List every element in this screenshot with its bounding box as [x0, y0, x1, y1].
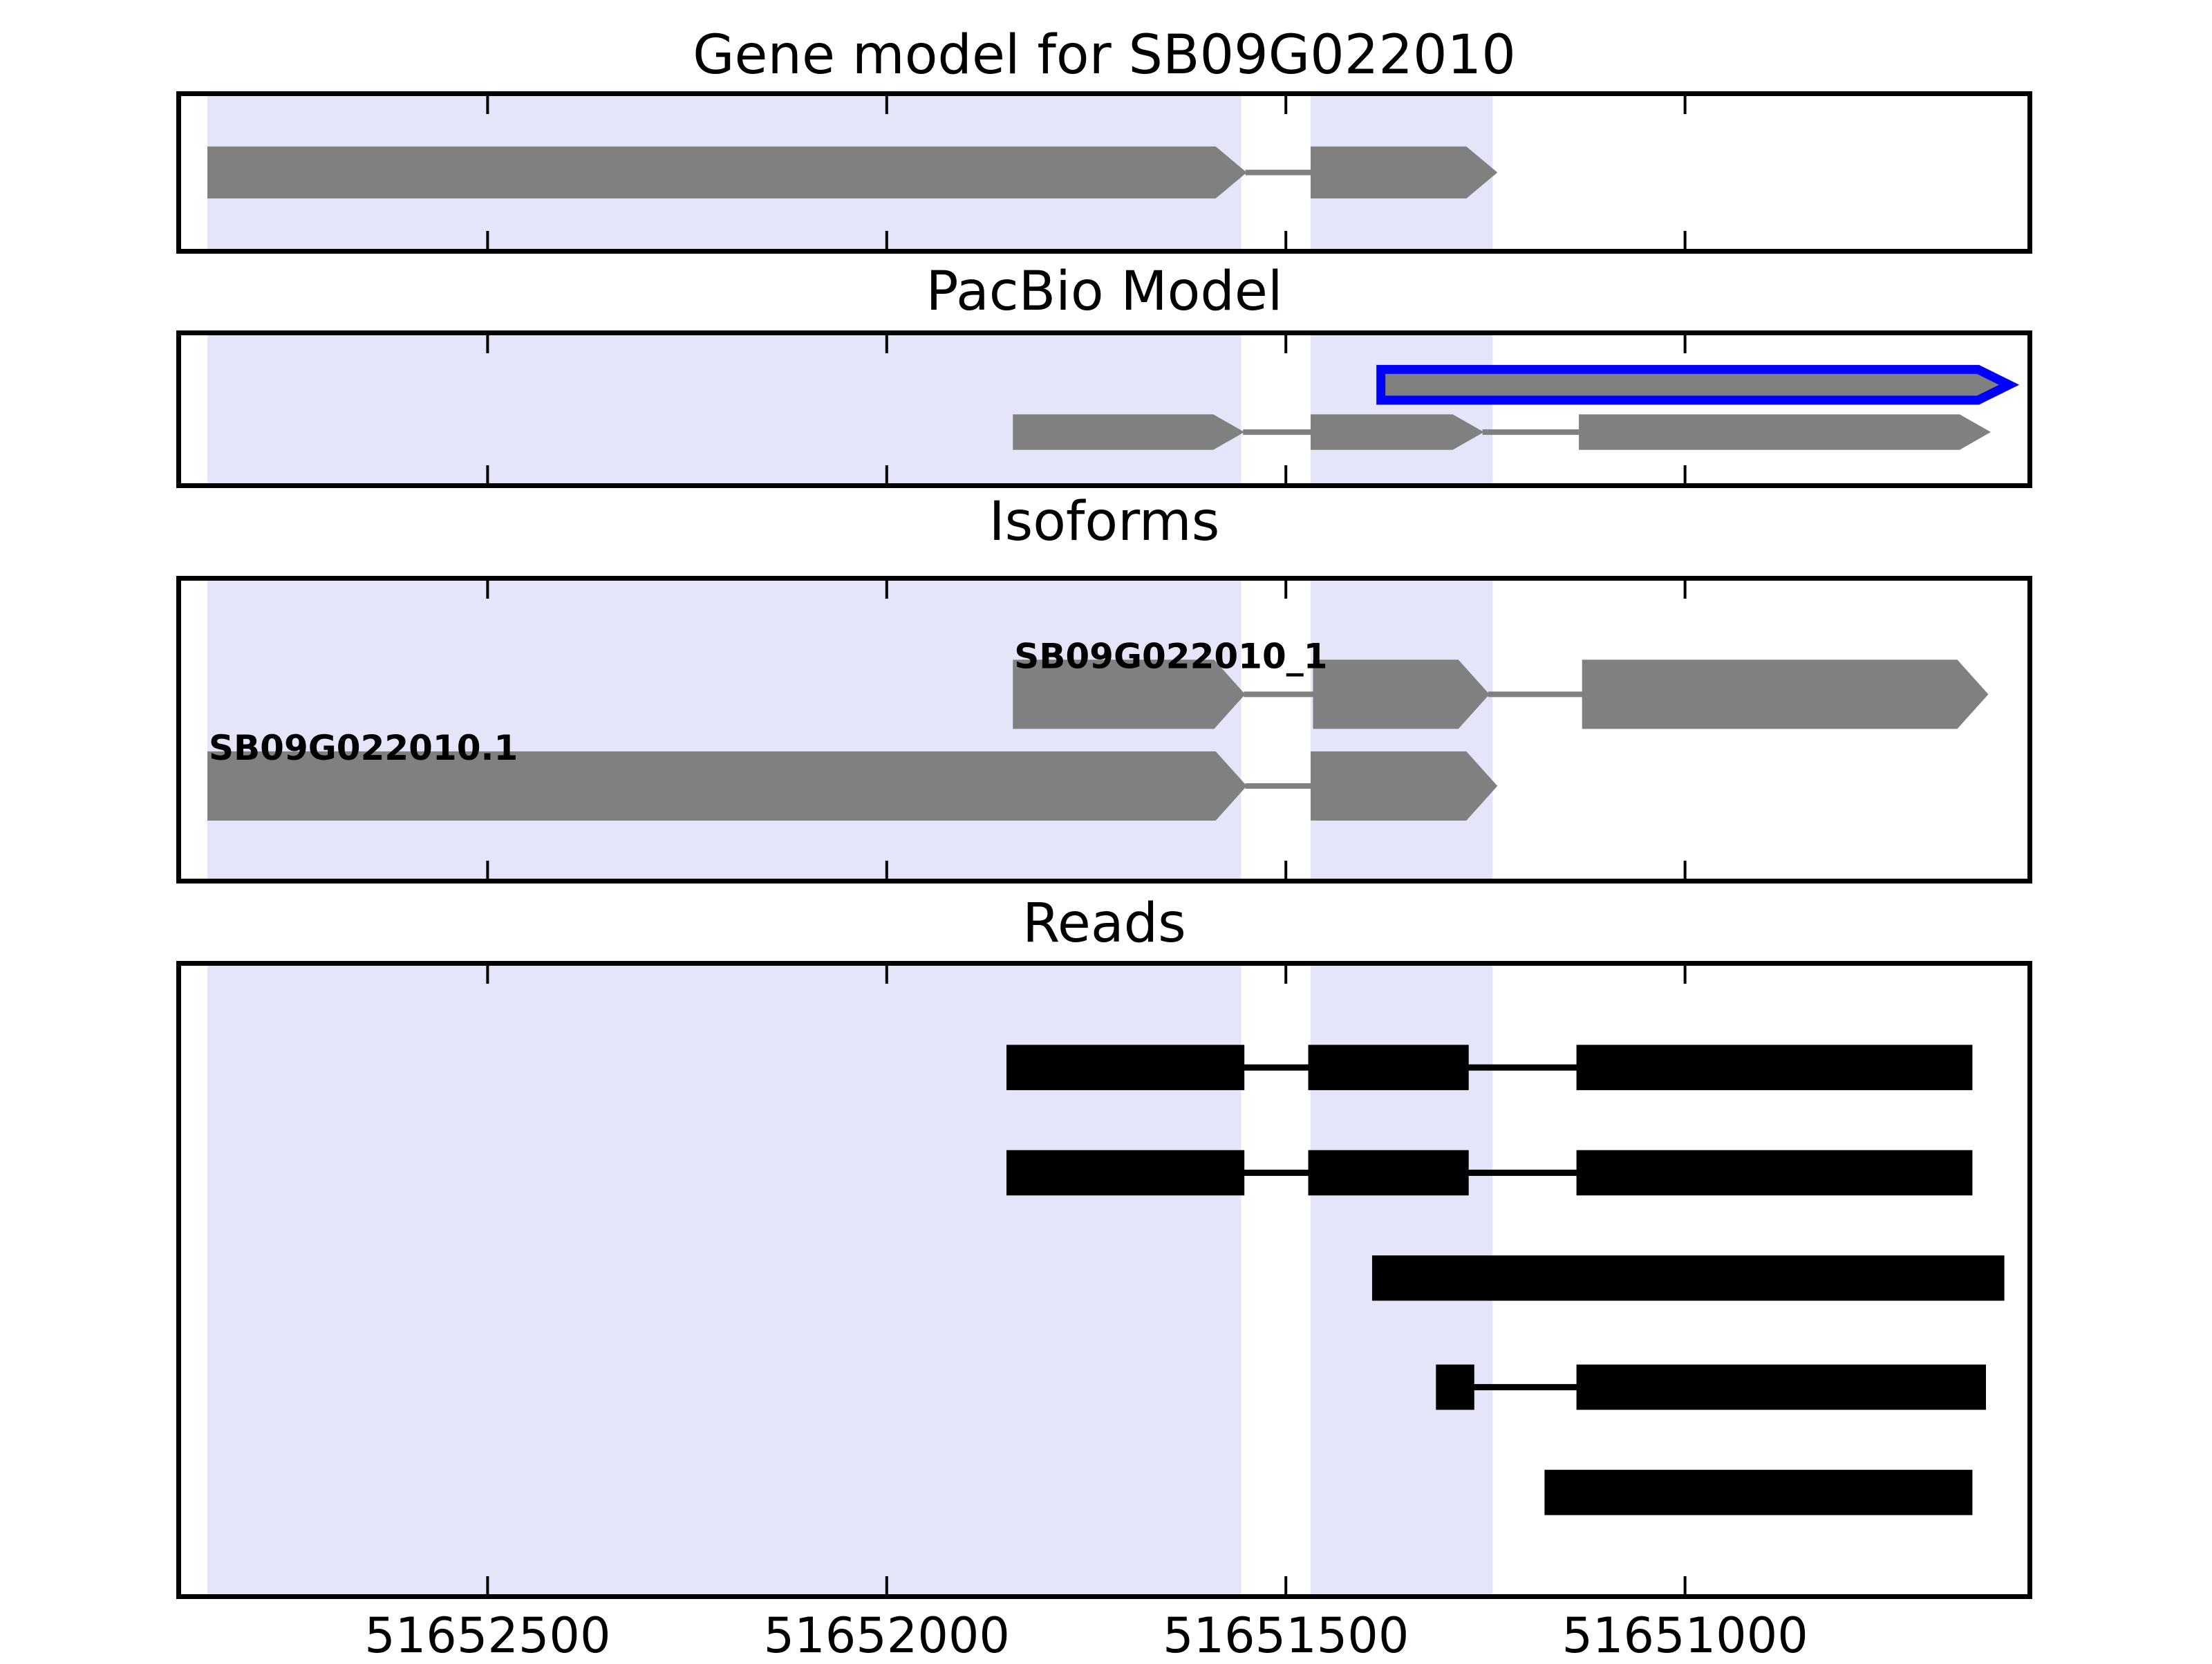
model-exon — [1582, 660, 1989, 729]
axis-tick — [885, 861, 888, 879]
axis-tick-label: 51652000 — [763, 1607, 1010, 1664]
axis-tick — [1683, 966, 1687, 984]
axis-tick — [1284, 96, 1288, 114]
axis-tick — [1284, 465, 1288, 483]
read-exon — [1371, 1255, 2005, 1301]
intron-line — [1244, 691, 1315, 698]
read-exon — [1308, 1150, 1469, 1196]
reads-panel-title: Reads — [1022, 892, 1186, 955]
isoforms-panel-title: Isoforms — [988, 491, 1220, 554]
model-exon — [1311, 146, 1498, 199]
axis-tick — [885, 966, 888, 984]
panel-isoforms: SB09G022010_1 SB09G022010.1 — [176, 576, 2032, 884]
axis-tick-label: 51651500 — [1163, 1607, 1409, 1664]
axis-tick — [1683, 231, 1687, 249]
axis-tick-label: 51651000 — [1562, 1607, 1808, 1664]
intron-line — [1243, 429, 1313, 436]
read-exon — [1576, 1150, 1973, 1196]
model-exon — [1013, 660, 1246, 729]
read-exon — [1436, 1364, 1474, 1410]
axis-tick — [1284, 581, 1288, 599]
read-exon — [1544, 1470, 1973, 1515]
axis-tick — [1284, 966, 1288, 984]
axis-tick — [1284, 231, 1288, 249]
read-exon — [1006, 1045, 1245, 1090]
highlight-region — [207, 581, 1241, 879]
read-exon — [1006, 1150, 1245, 1196]
highlight-region — [207, 335, 1241, 483]
intron-line — [1245, 169, 1313, 176]
panel-pacbio-model — [176, 330, 2032, 488]
model-exon — [207, 751, 1247, 821]
read-exon — [1576, 1045, 1973, 1090]
axis-tick — [885, 231, 888, 249]
intron-line — [1482, 429, 1581, 436]
intron-line — [1243, 1169, 1310, 1176]
figure-title: Gene model for SB09G022010 — [693, 24, 1516, 87]
panel-border — [176, 330, 2032, 488]
axis-tick — [486, 861, 489, 879]
axis-tick — [1683, 1576, 1687, 1594]
pacbio-arrow-exon — [1376, 364, 2020, 405]
axis-tick — [885, 96, 888, 114]
axis-tick — [885, 581, 888, 599]
axis-tick — [1284, 335, 1288, 353]
intron-line — [1243, 1064, 1310, 1071]
model-exon — [1313, 660, 1490, 729]
axis-tick — [486, 1576, 489, 1594]
model-exon — [207, 146, 1247, 199]
axis-tick — [486, 465, 489, 483]
panel-border — [176, 961, 2032, 1599]
model-exon — [1579, 414, 1991, 450]
axis-tick — [1683, 581, 1687, 599]
isoform-label: SB09G022010.1 — [209, 728, 518, 768]
axis-tick — [486, 335, 489, 353]
intron-line — [1467, 1169, 1578, 1176]
axis-tick — [486, 231, 489, 249]
read-exon — [1308, 1045, 1469, 1090]
model-exon — [1311, 751, 1498, 821]
axis-tick — [1683, 465, 1687, 483]
axis-tick — [1683, 861, 1687, 879]
pacbio-panel-title: PacBio Model — [926, 261, 1283, 324]
axis-tick — [1683, 96, 1687, 114]
panel-border — [176, 91, 2032, 254]
axis-tick — [1284, 1576, 1288, 1594]
axis-tick — [885, 335, 888, 353]
intron-line — [1472, 1384, 1578, 1391]
axis-tick — [1284, 861, 1288, 879]
model-exon — [1311, 414, 1484, 450]
intron-line — [1467, 1064, 1578, 1071]
axis-tick — [1683, 335, 1687, 353]
highlight-region — [1311, 335, 1493, 483]
axis-tick-label: 51652500 — [364, 1607, 611, 1664]
panel-reads — [176, 961, 2032, 1599]
panel-gene-model — [176, 91, 2032, 254]
axis-tick — [486, 966, 489, 984]
axis-tick — [885, 1576, 888, 1594]
axis-tick — [486, 581, 489, 599]
isoform-label: SB09G022010_1 — [1014, 636, 1327, 676]
highlight-region — [1311, 581, 1493, 879]
intron-line — [1245, 783, 1313, 789]
axis-tick — [486, 96, 489, 114]
axis-tick — [885, 465, 888, 483]
read-exon — [1576, 1364, 1987, 1410]
panel-border — [176, 576, 2032, 884]
model-exon — [1013, 414, 1245, 450]
intron-line — [1488, 691, 1584, 698]
